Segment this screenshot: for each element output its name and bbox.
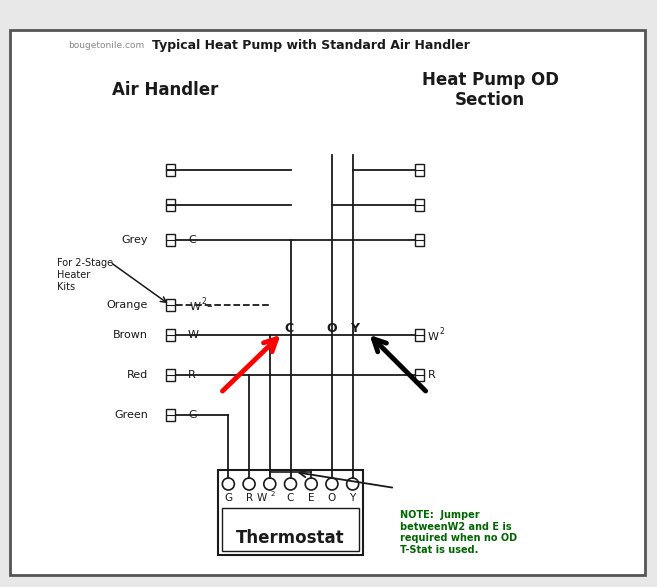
Text: O: O — [327, 322, 337, 335]
Text: Grey: Grey — [122, 235, 148, 245]
FancyBboxPatch shape — [415, 329, 424, 341]
Text: Air Handler: Air Handler — [112, 81, 218, 99]
Text: Orange: Orange — [106, 300, 148, 310]
FancyBboxPatch shape — [166, 234, 175, 246]
Text: Brown: Brown — [113, 330, 148, 340]
Text: 2: 2 — [271, 491, 275, 497]
Text: R: R — [188, 370, 196, 380]
Text: bougetonile.com: bougetonile.com — [68, 41, 145, 49]
FancyBboxPatch shape — [166, 369, 175, 381]
FancyBboxPatch shape — [415, 164, 424, 176]
FancyBboxPatch shape — [166, 199, 175, 211]
Text: E: E — [308, 493, 315, 503]
Text: Red: Red — [127, 370, 148, 380]
Text: 2: 2 — [439, 328, 443, 336]
Text: C: C — [284, 322, 293, 335]
Text: For 2-Stage
Heater
Kits: For 2-Stage Heater Kits — [57, 258, 113, 292]
FancyBboxPatch shape — [415, 234, 424, 246]
Text: R: R — [428, 370, 436, 380]
Text: O: O — [328, 493, 336, 503]
Text: Heat Pump OD
Section: Heat Pump OD Section — [422, 70, 558, 109]
FancyBboxPatch shape — [415, 199, 424, 211]
Text: C: C — [188, 235, 196, 245]
FancyBboxPatch shape — [166, 409, 175, 421]
Text: C: C — [287, 493, 294, 503]
Text: Y: Y — [350, 322, 359, 335]
Text: Green: Green — [114, 410, 148, 420]
FancyBboxPatch shape — [166, 299, 175, 311]
FancyBboxPatch shape — [166, 164, 175, 176]
FancyBboxPatch shape — [218, 470, 363, 555]
Text: W: W — [256, 493, 267, 503]
Text: Thermostat: Thermostat — [236, 529, 345, 547]
Text: W: W — [428, 332, 439, 342]
Text: Y: Y — [350, 493, 356, 503]
FancyBboxPatch shape — [10, 30, 645, 575]
FancyBboxPatch shape — [166, 329, 175, 341]
Text: G: G — [188, 410, 196, 420]
FancyBboxPatch shape — [222, 508, 359, 551]
Text: W: W — [190, 302, 201, 312]
Text: Typical Heat Pump with Standard Air Handler: Typical Heat Pump with Standard Air Hand… — [152, 39, 470, 52]
FancyBboxPatch shape — [415, 369, 424, 381]
Text: R: R — [246, 493, 253, 503]
Text: G: G — [224, 493, 233, 503]
Text: NOTE:  Jumper
betweenW2 and E is
required when no OD
T-Stat is used.: NOTE: Jumper betweenW2 and E is required… — [400, 510, 517, 555]
Text: W: W — [188, 330, 199, 340]
Text: –: – — [206, 301, 212, 311]
Text: 2: 2 — [201, 298, 206, 306]
